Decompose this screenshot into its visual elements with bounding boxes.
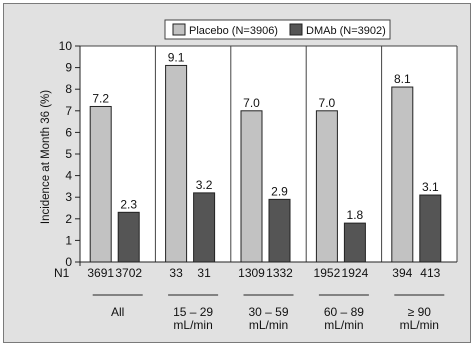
y-tick-label: 4 [65, 169, 72, 183]
n-value: 1924 [342, 266, 369, 280]
bar-dmab [193, 192, 216, 263]
bar-value-label: 2.9 [271, 184, 288, 198]
y-tick-label: 7 [65, 104, 72, 118]
category-label: 30 – 59 [248, 305, 288, 319]
legend-label: Placebo (N=3906) [189, 25, 278, 37]
y-tick-label: 5 [65, 147, 72, 161]
n-value: 31 [197, 266, 211, 280]
y-axis-label: Incidence at Month 36 (%) [40, 90, 52, 224]
category-label: mL/min [400, 318, 439, 332]
y-tick-label: 6 [65, 125, 72, 139]
bar-value-label: 8.1 [394, 72, 411, 86]
category-label: mL/min [324, 318, 363, 332]
n-row: N1 3691 33 1309 1952 394 3702 31 1332 1924 413 [54, 266, 441, 280]
bar-value-label: 7.0 [243, 96, 260, 110]
category-label: mL/min [173, 318, 212, 332]
panel-dividers [80, 45, 458, 262]
n-value: 33 [169, 266, 183, 280]
bars: 7.2 9.1 7.0 7.0 8.1 2.3 3.2 2.9 1.8 3.1 [89, 50, 442, 263]
n-value: 1332 [266, 266, 293, 280]
bar-placebo [315, 110, 338, 263]
y-tick-label: 1 [65, 233, 72, 247]
n-value: 3691 [87, 266, 114, 280]
y-tick-label: 2 [65, 212, 72, 226]
category-label: ≥ 90 [408, 305, 432, 319]
legend-label: DMAb (N=3902) [306, 25, 386, 37]
y-tick-label: 9 [65, 61, 72, 75]
bar-placebo [240, 110, 263, 263]
n-value: 1309 [238, 266, 265, 280]
n-value: 413 [420, 266, 440, 280]
bar-value-label: 7.0 [319, 96, 336, 110]
n-row-label: N1 [54, 266, 70, 280]
bar-placebo [165, 64, 188, 263]
n-value: 1952 [314, 266, 341, 280]
legend: Placebo (N=3906) DMAb (N=3902) [164, 19, 391, 40]
n-value: 394 [392, 266, 412, 280]
bar-dmab [268, 198, 291, 263]
bar-value-label: 2.3 [120, 197, 137, 211]
legend-swatch [289, 23, 303, 36]
bar-value-label: 3.1 [422, 180, 439, 194]
bar-placebo [391, 86, 414, 263]
y-tick-label: 0 [65, 255, 72, 269]
bar-dmab [419, 194, 442, 263]
category-label: All [111, 305, 124, 319]
bar-dmab [117, 211, 140, 263]
bar-dmab [343, 222, 366, 263]
category-label: 15 – 29 [173, 305, 213, 319]
legend-swatch [172, 23, 186, 36]
category-label: mL/min [249, 318, 288, 332]
y-tick-label: 3 [65, 190, 72, 204]
n-value: 3702 [115, 266, 142, 280]
bar-placebo [89, 105, 112, 263]
bar-value-label: 1.8 [347, 208, 364, 222]
bar-value-label: 9.1 [168, 50, 185, 64]
legend-box [164, 19, 391, 40]
bar-value-label: 7.2 [92, 91, 109, 105]
y-tick-label: 10 [59, 39, 73, 53]
category-label: 60 – 89 [324, 305, 364, 319]
y-axis: 0 1 2 3 4 5 6 7 8 9 10 [59, 39, 81, 269]
y-tick-label: 8 [65, 82, 72, 96]
bar-value-label: 3.2 [196, 178, 213, 192]
